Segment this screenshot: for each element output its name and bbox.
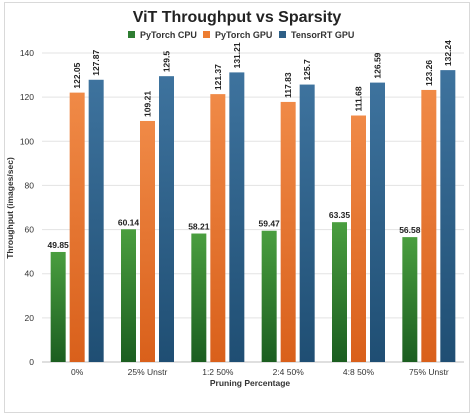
y-tick-label: 40 [25,269,35,279]
data-label-tensorrt-gpu: 127.87 [91,50,101,76]
data-label-pytorch-cpu: 56.58 [399,225,421,235]
bar-pytorch-gpu [421,89,437,362]
x-tick-label: 25% Unstr [128,367,168,377]
data-label-pytorch-cpu: 58.21 [188,222,210,232]
x-tick-labels: 0% 25% Unstr 1:2 50% 2:4 50% 4:8 50% 75% Unst… [71,367,449,377]
data-label-tensorrt-gpu: 132.24 [443,40,453,66]
y-tick-label: 140 [20,48,34,58]
data-label-pytorch-cpu: 49.85 [48,240,70,250]
legend-label-tensorrt-gpu: TensorRT GPU [291,30,354,40]
x-tick-label: 75% Unstr [409,367,449,377]
bar-pytorch-cpu [121,229,136,362]
y-tick-label: 120 [20,92,34,102]
y-tick-label: 100 [20,136,34,146]
data-label-pytorch-cpu: 63.35 [329,210,351,220]
data-label-tensorrt-gpu: 125.7 [302,59,312,81]
bar-pytorch-cpu [50,251,66,362]
bar-pytorch-gpu [280,101,296,362]
data-label-tensorrt-gpu: 131.21 [232,42,242,68]
x-tick-label: 4:8 50% [343,367,375,377]
y-axis-label: Throughput (images/sec) [5,157,15,259]
legend-swatch-pytorch-gpu [203,31,210,38]
bar-pytorch-gpu [210,94,226,362]
legend-label-pytorch-cpu: PyTorch CPU [140,30,197,40]
legend-label-pytorch-gpu: PyTorch GPU [215,30,272,40]
bar-pytorch-cpu [261,230,277,362]
bar-pytorch-cpu [332,222,347,362]
legend: PyTorch CPU PyTorch GPU TensorRT GPU [128,30,354,40]
y-tick-label: 80 [25,180,35,190]
x-tick-label: 2:4 50% [273,367,305,377]
data-label-pytorch-gpu: 117.83 [283,72,293,98]
data-label-pytorch-cpu: 59.47 [259,219,281,229]
data-label-pytorch-gpu: 122.05 [72,62,82,88]
bar-tensorrt-gpu [159,76,174,363]
bar-tensorrt-gpu [88,79,104,362]
legend-swatch-tensorrt-gpu [279,31,286,38]
x-tick-label: 0% [71,367,84,377]
data-label-tensorrt-gpu: 129.5 [162,51,172,73]
bars [50,70,456,363]
bar-tensorrt-gpu [370,82,385,363]
x-tick-label: 1:2 50% [202,367,234,377]
y-tick-label: 0 [29,357,34,367]
bar-tensorrt-gpu [299,84,315,363]
bar-pytorch-gpu [69,92,85,362]
legend-swatch-pytorch-cpu [128,31,135,38]
data-label-pytorch-gpu: 121.37 [213,64,223,90]
bar-pytorch-cpu [402,237,418,362]
bar-tensorrt-gpu [229,72,245,362]
data-label-pytorch-gpu: 123.26 [424,60,434,86]
x-axis-label: Pruning Percentage [210,378,291,388]
bar-pytorch-gpu [351,115,366,362]
data-labels: 49.85 122.05 127.87 60.14 109.21 129.5 58.21 12… [48,40,453,250]
y-tick-label: 60 [25,225,35,235]
gridlines [42,52,464,363]
bar-pytorch-cpu [191,233,207,362]
bar-pytorch-gpu [140,120,155,362]
y-tick-label: 20 [25,313,35,323]
chart-title: ViT Throughput vs Sparsity [133,9,342,26]
data-label-pytorch-gpu: 111.68 [354,86,364,111]
data-label-pytorch-gpu: 109.21 [143,91,153,117]
bar-tensorrt-gpu [440,70,456,362]
y-tick-labels: 0 20 40 60 80 100 120 140 [20,48,34,367]
data-label-pytorch-cpu: 60.14 [118,217,140,227]
data-label-tensorrt-gpu: 126.59 [373,52,383,78]
